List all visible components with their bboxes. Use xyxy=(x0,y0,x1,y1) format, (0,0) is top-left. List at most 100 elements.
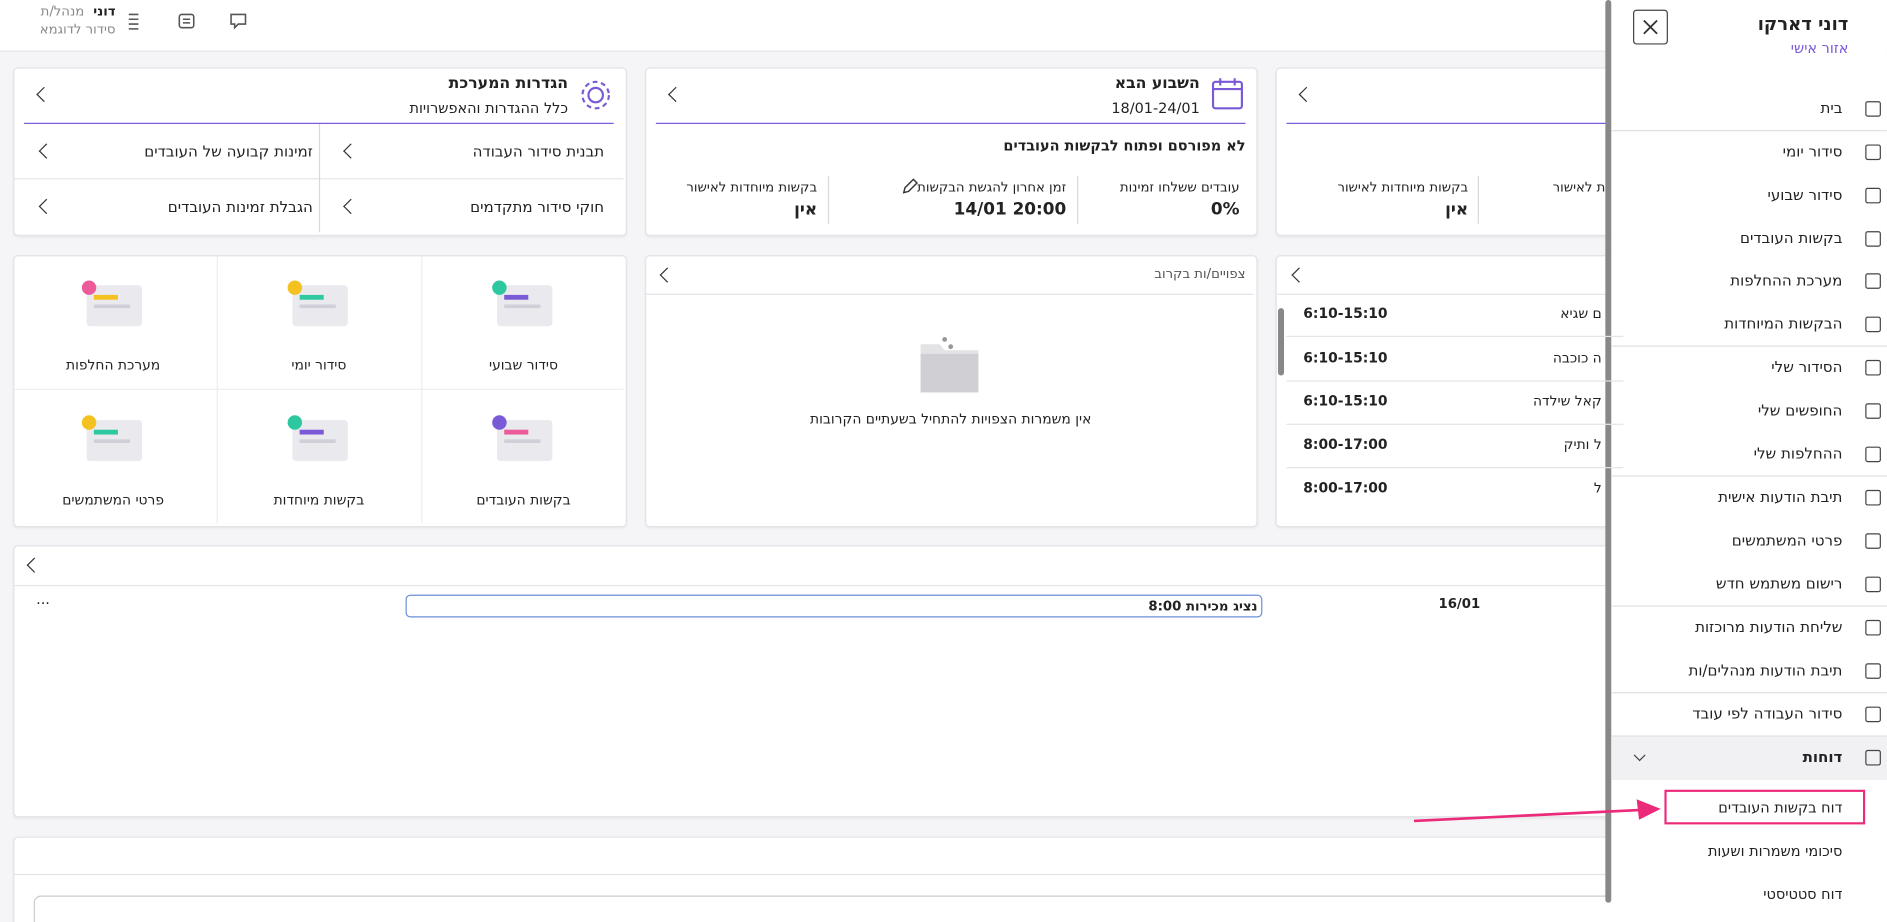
shortcut-icon[interactable] xyxy=(283,413,355,471)
settings-link[interactable]: זמינות קבועה של העובדים xyxy=(144,142,313,161)
menu-item[interactable]: רישום משתמש חדש xyxy=(1715,574,1843,593)
menu-item[interactable]: שליחת הודעות מרוכזות xyxy=(1695,617,1843,636)
submenu-item[interactable]: סיכומי משמרות ושעות xyxy=(1707,842,1843,860)
shift-name: קאל שילדה xyxy=(1533,392,1602,410)
divider xyxy=(216,256,218,524)
menu-item[interactable]: דוחות xyxy=(1802,747,1843,766)
divider xyxy=(1611,692,1887,694)
close-button[interactable] xyxy=(1633,9,1668,45)
stat-label: בקשות מיוחדות לאישור xyxy=(1337,179,1469,195)
settings-subtitle: כלל ההגדרות והאפשרויות xyxy=(409,99,569,117)
divider xyxy=(24,122,614,124)
menu-icon xyxy=(1865,403,1881,419)
submenu-item[interactable]: דוח בקשות העובדים xyxy=(1718,799,1843,817)
divider xyxy=(1286,467,1624,469)
menu-item[interactable]: הבקשות המיוחדות xyxy=(1724,314,1843,333)
shortcut-label[interactable]: בקשות העובדים xyxy=(476,491,571,508)
menu-item[interactable]: בית xyxy=(1820,98,1843,117)
shortcut-icon[interactable] xyxy=(283,278,355,336)
inner-box xyxy=(33,895,1649,922)
empty-folder-icon xyxy=(920,337,979,393)
menu-icon xyxy=(1865,231,1881,247)
calendar-icon xyxy=(1211,78,1243,110)
upcoming-empty: אין משמרות הצפויות להתחיל בשעתיים הקרובו… xyxy=(810,410,1092,428)
shortcut-label[interactable]: סידור שבועי xyxy=(489,356,558,374)
scrollbar[interactable] xyxy=(1278,308,1285,376)
divider xyxy=(1286,335,1624,338)
upcoming-title: צפויים/ות בקרוב xyxy=(1154,266,1246,282)
shortcut-label[interactable]: פרטי המשתמשים xyxy=(62,491,165,508)
menu-icon xyxy=(1865,489,1881,506)
divider xyxy=(318,123,321,233)
menu-item[interactable]: תיבת הודעות מנהלים/ות xyxy=(1688,660,1843,679)
menu-item[interactable]: מערכת ההחלפות xyxy=(1730,270,1843,289)
divider xyxy=(646,293,1254,295)
divider xyxy=(1286,423,1624,425)
shortcut-icon[interactable] xyxy=(77,278,149,336)
next-week-title: השבוע הבא xyxy=(1114,74,1200,93)
menu-icon xyxy=(1865,359,1881,376)
menu-item[interactable]: ההחלפות שלי xyxy=(1753,444,1843,463)
settings-link[interactable]: הגבלת זמינות העובדים xyxy=(167,197,313,216)
divider xyxy=(1286,122,1648,124)
shortcut-label[interactable]: סידור יומי xyxy=(291,356,347,374)
shift-time: 8:00-17:00 xyxy=(1303,479,1388,496)
stat-value: 14/01 20:00 xyxy=(953,199,1067,220)
shortcut-label[interactable]: מערכת החלפות xyxy=(66,356,161,374)
top-bar xyxy=(0,0,1887,52)
stat-value: אין xyxy=(794,199,818,220)
row-date: 16/01 xyxy=(1438,595,1481,612)
settings-link[interactable]: תבנית סידור העבודה xyxy=(472,142,605,161)
top-icons[interactable] xyxy=(125,11,257,33)
settings-card xyxy=(13,67,627,236)
divider xyxy=(1611,345,1887,347)
shortcut-icon[interactable] xyxy=(487,278,559,336)
shifts-card xyxy=(1275,255,1664,528)
menu-icon xyxy=(1865,144,1881,161)
shift-input[interactable] xyxy=(405,594,1263,618)
scrollbar[interactable] xyxy=(1605,0,1612,903)
edit-icon[interactable] xyxy=(901,178,919,195)
shift-time: 6:10-15:10 xyxy=(1303,392,1388,410)
menu-icon xyxy=(1865,187,1881,204)
sidebar xyxy=(1611,0,1887,922)
settings-link[interactable]: חוקי סידור מתקדמים xyxy=(470,197,605,216)
sidebar-subtitle: אזור אישי xyxy=(1790,39,1849,57)
row-menu[interactable]: ··· xyxy=(36,594,50,612)
divider xyxy=(14,388,624,390)
user-name: דוני xyxy=(93,3,116,20)
menu-item[interactable]: החופשים שלי xyxy=(1757,400,1843,419)
divider xyxy=(14,584,1615,587)
shortcut-icon[interactable] xyxy=(487,413,559,471)
divider xyxy=(14,873,1615,876)
menu-item[interactable]: סידור שבועי xyxy=(1767,185,1843,204)
menu-item[interactable]: סידור העבודה לפי עובד xyxy=(1692,704,1843,723)
menu-icon xyxy=(1865,749,1881,766)
menu-item[interactable]: בקשות העובדים xyxy=(1740,228,1843,247)
menu-item[interactable]: פרטי המשתמשים xyxy=(1731,530,1843,549)
sidebar-title: דוני דארקו xyxy=(1757,13,1849,35)
current-week-card xyxy=(1275,67,1664,236)
menu-icon xyxy=(1865,446,1881,463)
shortcut-label[interactable]: בקשות מיוחדות xyxy=(273,491,365,508)
stat-label: עובדים ששלחו זמינות xyxy=(1119,179,1240,195)
menu-item[interactable]: הסידור שלי xyxy=(1771,357,1843,376)
shift-time: 6:10-15:10 xyxy=(1303,349,1388,366)
divider xyxy=(827,175,830,224)
shortcut-icon[interactable] xyxy=(77,413,149,471)
menu-icon xyxy=(1865,706,1881,723)
shift-time: 6:10-15:10 xyxy=(1303,304,1388,322)
divider xyxy=(1611,475,1887,477)
menu-active-bg xyxy=(1611,736,1887,780)
divider xyxy=(1611,605,1887,607)
menu-item[interactable]: סידור יומי xyxy=(1782,142,1843,161)
table-card xyxy=(13,545,1653,818)
shift-time: 8:00-17:00 xyxy=(1303,435,1388,453)
settings-title: הגדרות המערכת xyxy=(448,74,569,93)
menu-item[interactable]: תיבת הודעות אישית xyxy=(1718,487,1843,506)
divider xyxy=(1077,175,1079,224)
submenu-item[interactable]: דוח סטטיסטי xyxy=(1763,885,1843,903)
menu-icon xyxy=(1865,576,1881,593)
shift-name: ה כוכבה xyxy=(1552,349,1602,366)
